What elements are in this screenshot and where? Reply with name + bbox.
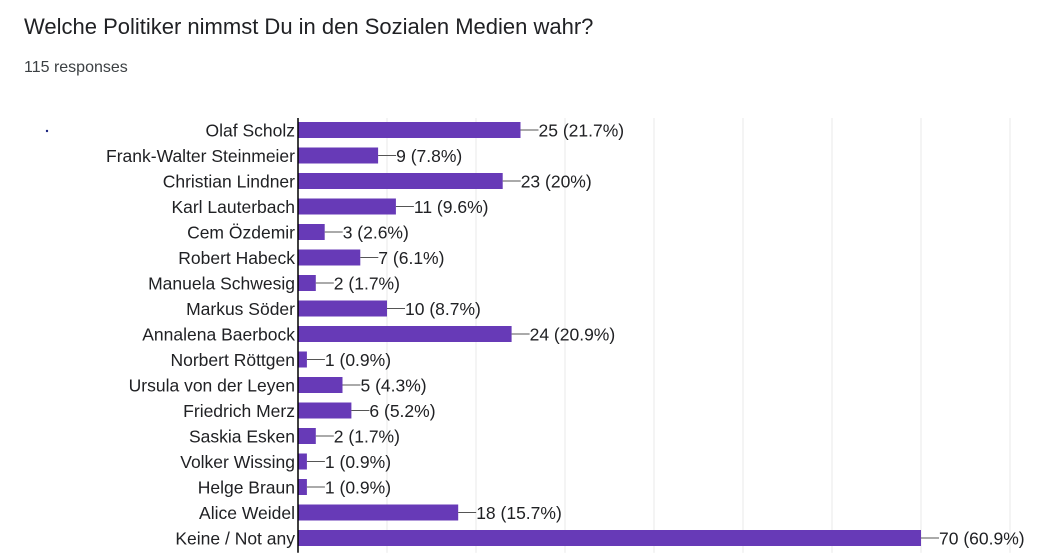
bar	[298, 377, 343, 393]
bar	[298, 351, 307, 368]
data-label: 18 (15.7%)	[476, 503, 562, 523]
category-label: Cem Özdemir	[187, 223, 295, 243]
bar	[298, 198, 396, 215]
category-label: Frank-Walter Steinmeier	[106, 146, 295, 166]
bar	[298, 147, 379, 164]
category-label: Annalena Baerbock	[142, 325, 295, 345]
bar	[298, 479, 307, 495]
data-label: 1 (0.9%)	[325, 478, 391, 498]
data-label: 70 (60.9%)	[939, 529, 1025, 549]
bar	[298, 224, 325, 240]
data-label: 6 (5.2%)	[369, 401, 435, 421]
category-label: Helge Braun	[198, 478, 295, 498]
data-label: 1 (0.9%)	[325, 350, 391, 370]
page-title: Welche Politiker nimmst Du in den Sozial…	[24, 14, 594, 39]
bar	[298, 428, 316, 444]
data-label: 3 (2.6%)	[343, 223, 409, 243]
category-label: Karl Lauterbach	[171, 197, 295, 217]
legend-marker	[45, 129, 49, 133]
bar	[298, 122, 521, 138]
category-label: Alice Weidel	[199, 503, 295, 523]
data-label: 25 (21.7%)	[539, 121, 625, 141]
data-label: 11 (9.6%)	[414, 197, 489, 217]
data-label: 7 (6.1%)	[378, 248, 444, 268]
bar	[298, 275, 316, 291]
data-label: 10 (8.7%)	[405, 299, 481, 319]
bar	[298, 453, 307, 470]
bar	[298, 504, 459, 521]
data-label: 2 (1.7%)	[334, 274, 400, 294]
category-label: Markus Söder	[186, 299, 295, 319]
category-label: Saskia Esken	[189, 427, 295, 447]
bar	[298, 530, 921, 546]
bar	[298, 249, 361, 266]
data-label: 1 (0.9%)	[325, 452, 391, 472]
category-label: Volker Wissing	[180, 452, 295, 472]
category-label: Friedrich Merz	[183, 401, 295, 421]
bar	[298, 402, 352, 419]
category-label: Christian Lindner	[163, 172, 295, 192]
data-label: 9 (7.8%)	[396, 146, 462, 166]
bar	[298, 326, 512, 342]
category-label: Olaf Scholz	[206, 121, 295, 141]
category-label: Keine / Not any	[175, 529, 295, 549]
response-count: 115 responses	[24, 59, 128, 76]
bar	[298, 173, 503, 189]
data-label: 2 (1.7%)	[334, 427, 400, 447]
data-label: 5 (4.3%)	[361, 376, 427, 396]
category-label: Norbert Röttgen	[170, 350, 295, 370]
bar	[298, 300, 387, 317]
data-label: 23 (20%)	[521, 172, 592, 192]
category-label: Manuela Schwesig	[148, 274, 295, 294]
data-label: 24 (20.9%)	[530, 325, 616, 345]
category-label: Robert Habeck	[178, 248, 295, 268]
category-label: Ursula von der Leyen	[129, 376, 295, 396]
